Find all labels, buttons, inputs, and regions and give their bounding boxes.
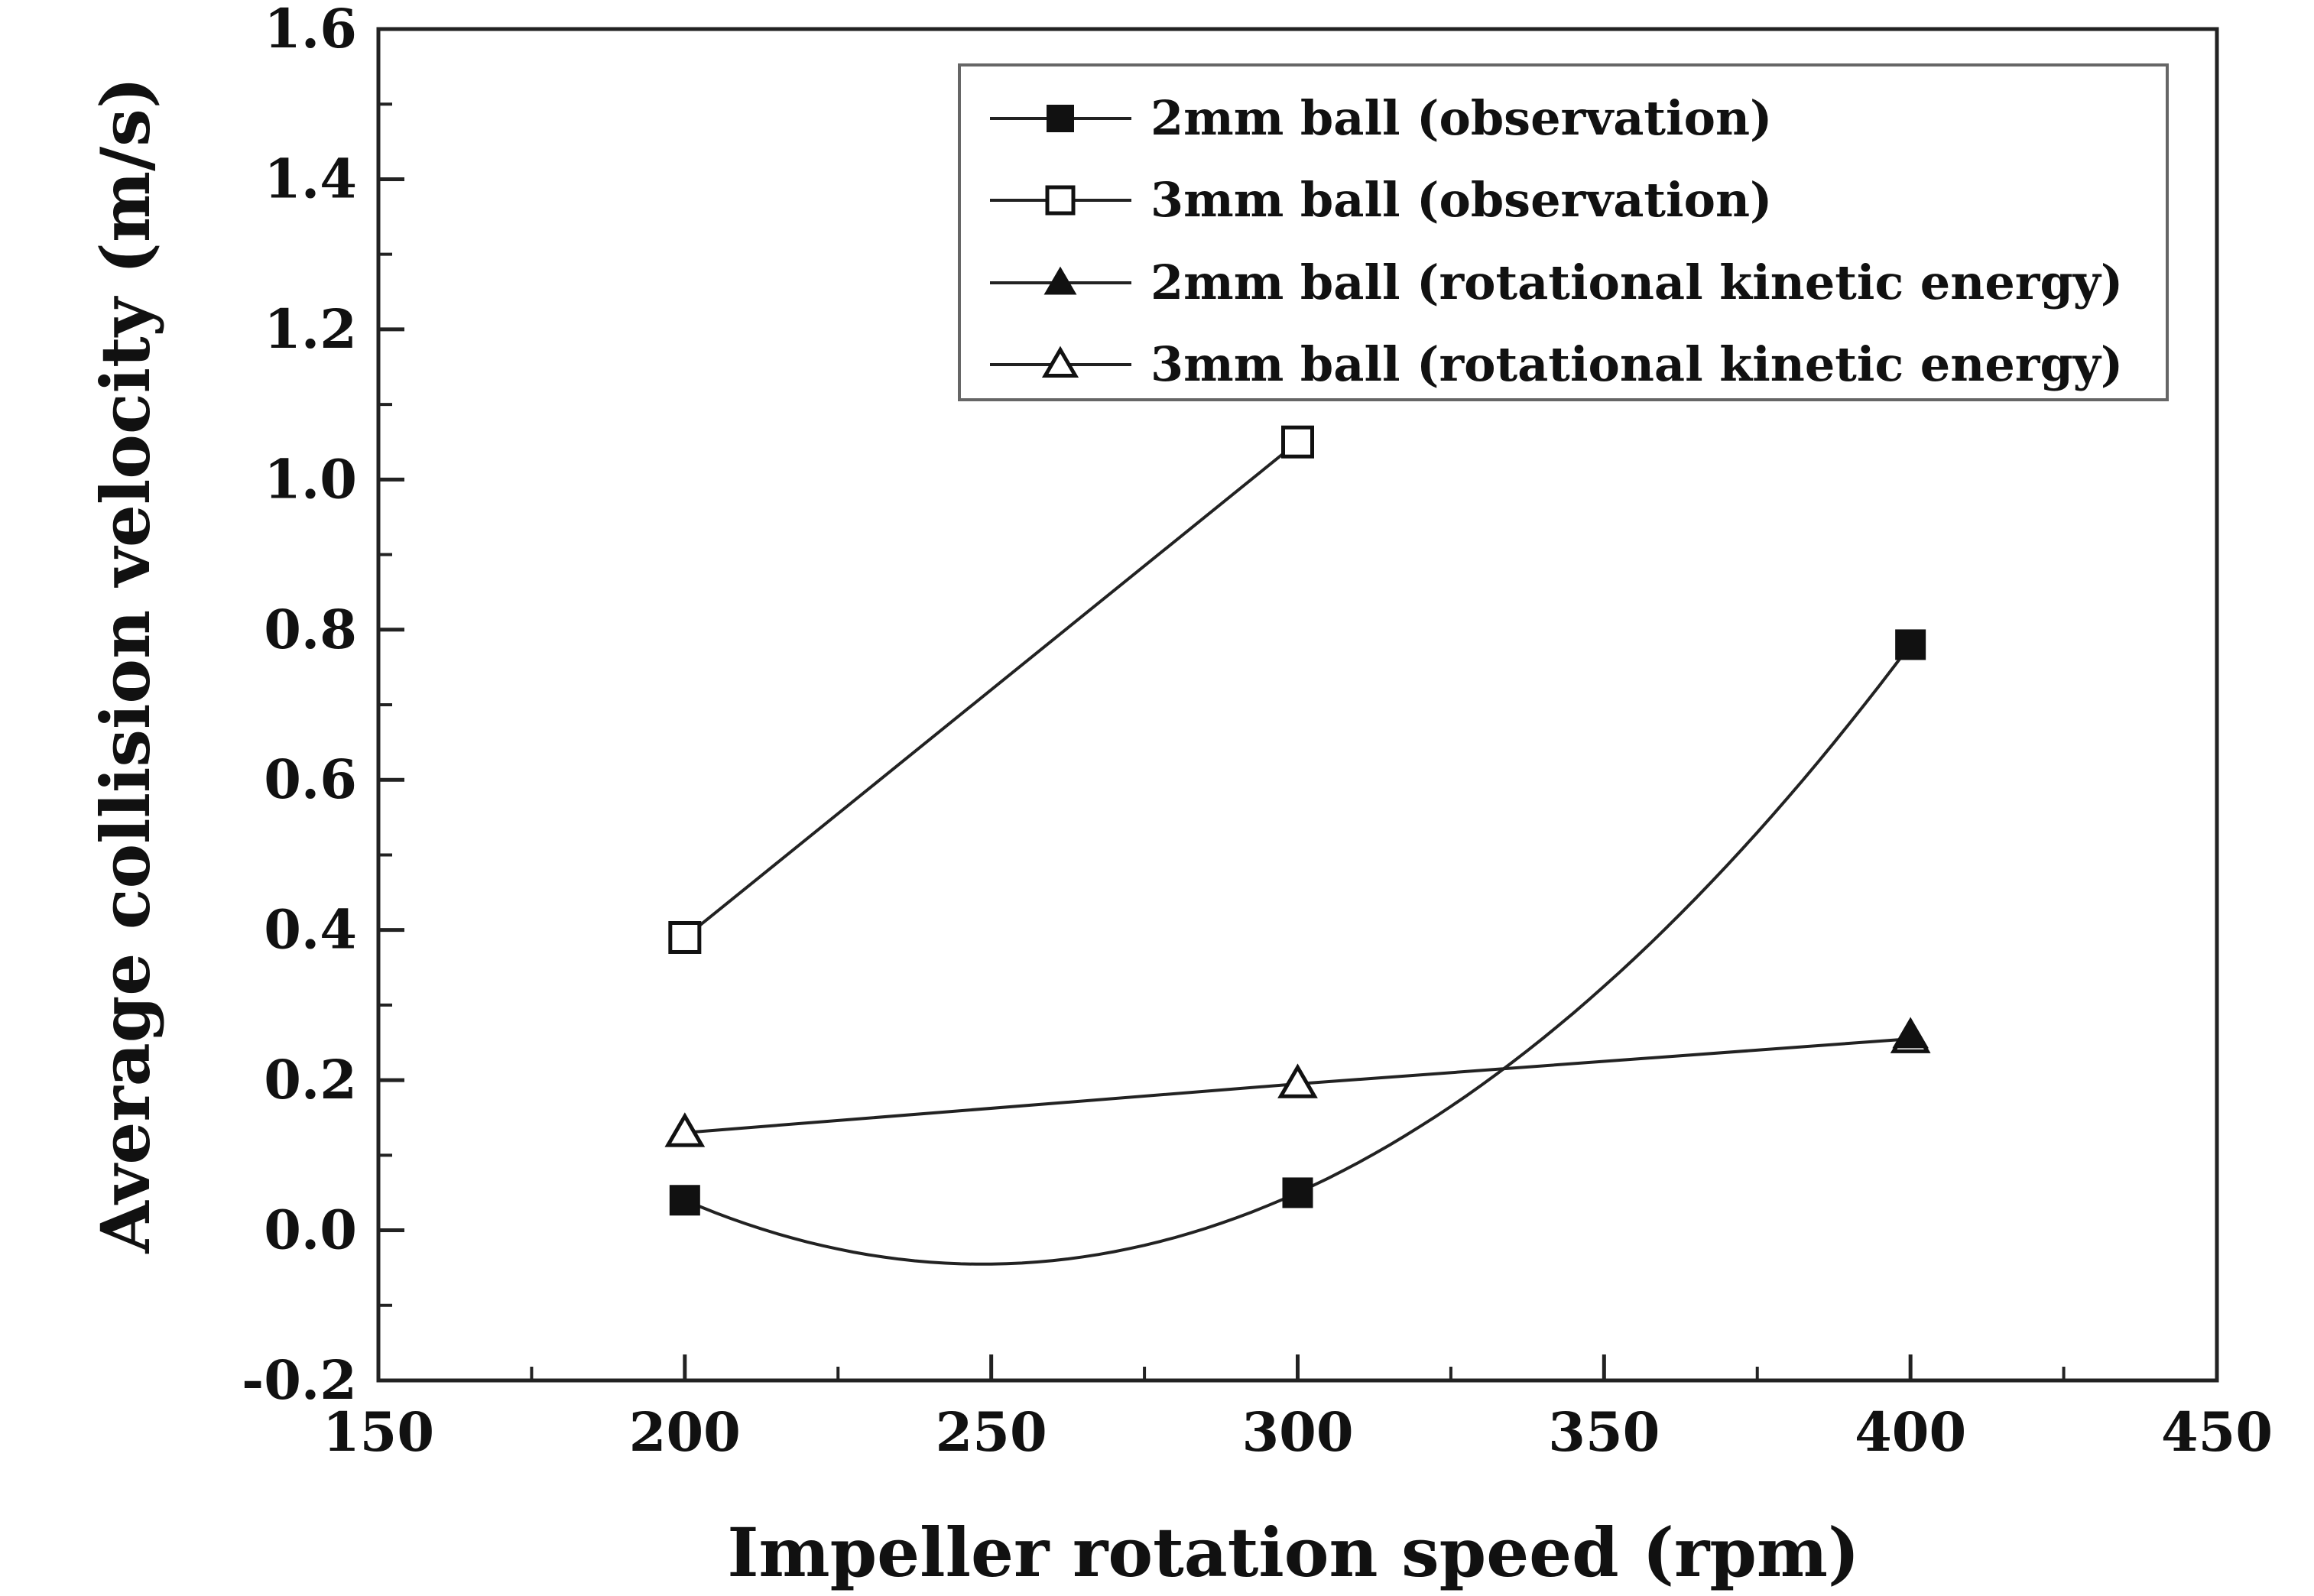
legend-label: 3mm ball (observation) [1151,172,1772,228]
legend-item: 3mm ball (rotational kinetic energy) [990,336,2123,392]
data-point [1892,1017,1929,1049]
x-axis-title: Impeller rotation speed (rpm) [727,1513,1859,1592]
legend-marker [1045,185,1076,216]
legend-item: 2mm ball (rotational kinetic energy) [990,255,2123,310]
y-tick-label: 1.2 [264,297,357,361]
legend-label: 2mm ball (rotational kinetic energy) [1151,255,2123,310]
series-markers [664,425,1931,1216]
y-tick-label: 0.6 [264,748,357,811]
y-axis-title: Average collision velocity (m/s) [86,77,165,1254]
legend-box [958,63,2169,401]
x-tick-label: 250 [936,1400,1047,1464]
series-line [683,440,1299,939]
y-axis-tick-labels: -0.2 0.0 0.2 0.4 0.6 0.8 1.0 1.2 1.4 1.6 [242,0,357,1412]
x-axis-ticks [376,1354,2219,1380]
x-tick-label: 200 [629,1400,741,1464]
y-tick-label: 1.4 [264,147,357,210]
legend-marker [1041,345,1079,378]
legend-items: 2mm ball (observation) 3mm ball (observat… [990,90,2123,392]
legend-label: 3mm ball (rotational kinetic energy) [1151,336,2123,392]
legend: 2mm ball (observation) 3mm ball (observat… [958,63,2169,401]
legend-item: 2mm ball (observation) [990,90,1772,146]
legend-item: 3mm ball (observation) [990,172,1772,228]
y-tick-label: 1.6 [264,0,357,60]
legend-marker [1047,105,1074,132]
y-tick-label: 0.8 [264,598,357,661]
y-tick-label: -0.2 [242,1348,357,1412]
y-tick-label: 0.4 [264,898,357,962]
data-point [1281,425,1314,459]
x-tick-label: 400 [1855,1400,1966,1464]
data-point [669,1185,700,1216]
y-tick-label: 0.0 [264,1199,357,1262]
x-tick-label: 150 [323,1400,434,1464]
plot-area [376,27,2219,1383]
data-point [1277,1063,1318,1098]
data-point [664,1112,706,1147]
data-point [668,920,702,954]
y-axis-ticks [378,27,404,1383]
data-point [1282,1177,1313,1208]
x-tick-label: 300 [1241,1400,1353,1464]
y-tick-label: 0.2 [264,1048,357,1111]
legend-marker [1043,266,1077,295]
x-tick-label: 450 [2161,1400,2273,1464]
data-point [1895,629,1926,660]
y-tick-label: 1.0 [264,447,357,511]
x-tick-label: 350 [1548,1400,1660,1464]
legend-label: 2mm ball (observation) [1151,90,1772,146]
x-axis-tick-labels: 150 200 250 300 350 400 450 [323,1400,2273,1464]
